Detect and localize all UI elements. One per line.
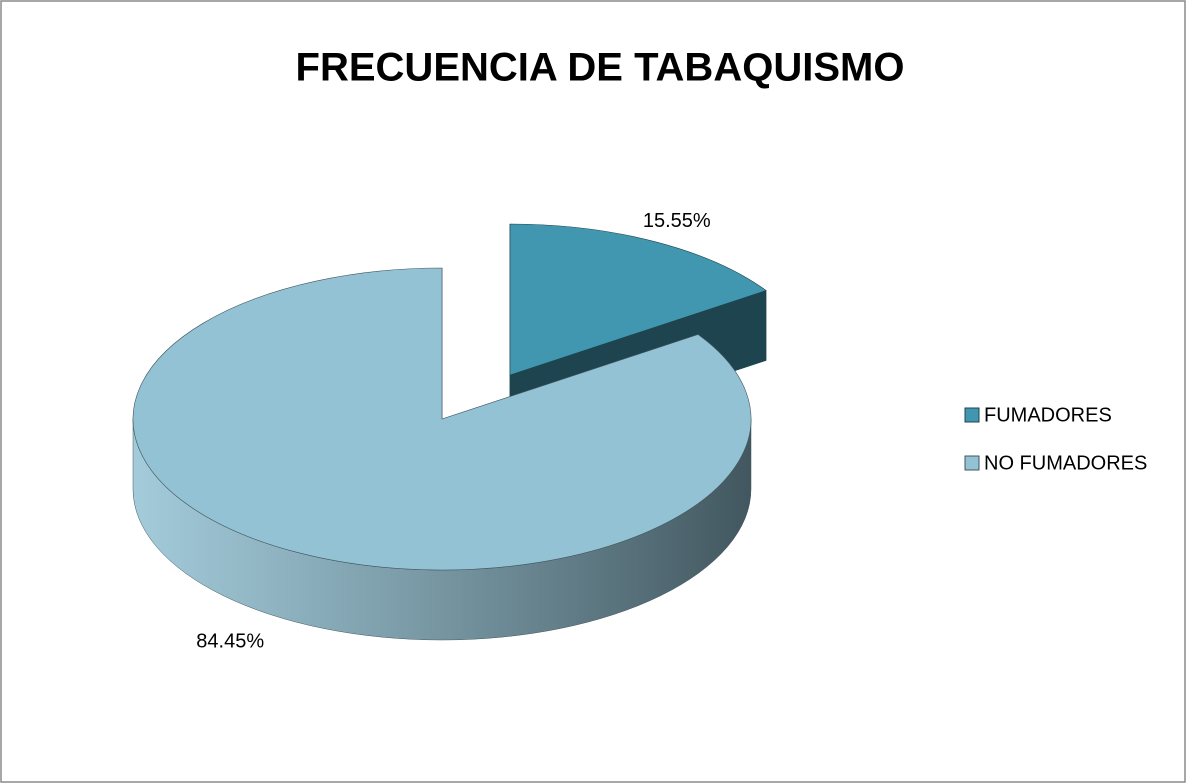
data-label: 15.55% [643,210,711,232]
legend-swatch [964,455,980,471]
chart-title: FRECUENCIA DE TABAQUISMO [296,46,905,90]
slice [132,267,752,571]
legend-label: NO FUMADORES [984,452,1147,474]
legend-label: FUMADORES [984,404,1112,426]
slice [509,223,767,376]
legend-swatch [964,407,980,423]
data-label: 84.45% [196,631,264,653]
